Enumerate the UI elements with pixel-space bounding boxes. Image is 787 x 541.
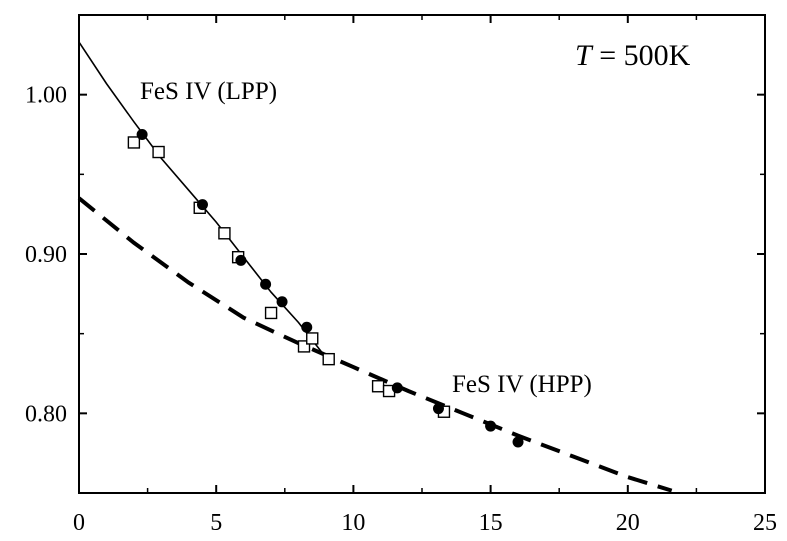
open-square-point bbox=[297, 340, 311, 353]
filled-circle-point bbox=[235, 254, 247, 266]
y-tick-label: 0.80 bbox=[25, 401, 67, 427]
filled-circle-point bbox=[136, 129, 148, 140]
x-tick-label: 5 bbox=[210, 510, 222, 536]
filled-circle-point bbox=[260, 278, 272, 290]
filled-circle-point bbox=[512, 436, 524, 448]
open-square-point bbox=[127, 136, 141, 149]
filled-circle-point bbox=[432, 403, 444, 415]
filled-circle-point bbox=[301, 321, 313, 333]
curves-layer bbox=[77, 41, 673, 493]
open-square-point bbox=[322, 352, 335, 366]
hpp-fit-curve bbox=[77, 196, 673, 493]
open-square-point bbox=[152, 145, 165, 159]
open-square-point bbox=[218, 227, 231, 240]
x-tick-label: 10 bbox=[341, 510, 365, 536]
x-tick-label: 20 bbox=[616, 510, 640, 536]
axes-layer: 0 5 10 15 20 25 0.80 0.90 1.00 bbox=[25, 15, 777, 536]
y-tick-label: 1.00 bbox=[25, 83, 67, 109]
lpp-label: FeS IV (LPP) bbox=[140, 78, 277, 105]
markers-layer bbox=[127, 129, 524, 448]
filled-circle-point bbox=[391, 382, 403, 394]
filled-circle-point bbox=[485, 420, 497, 432]
temperature-value: = 500K bbox=[592, 39, 691, 72]
open-square-point bbox=[264, 306, 278, 320]
y-tick-label: 0.90 bbox=[25, 242, 67, 268]
open-square-point bbox=[306, 332, 319, 345]
x-tick-label: 0 bbox=[73, 510, 85, 536]
x-tick-label: 15 bbox=[479, 510, 503, 536]
open-square-point bbox=[371, 380, 385, 393]
x-tick-label: 25 bbox=[753, 510, 777, 536]
hpp-label: FeS IV (HPP) bbox=[452, 371, 592, 398]
filled-circle-point bbox=[276, 296, 288, 308]
filled-circle-point bbox=[196, 199, 208, 211]
temperature-annotation: T = 500K bbox=[575, 39, 691, 72]
temperature-symbol: T bbox=[575, 39, 594, 72]
